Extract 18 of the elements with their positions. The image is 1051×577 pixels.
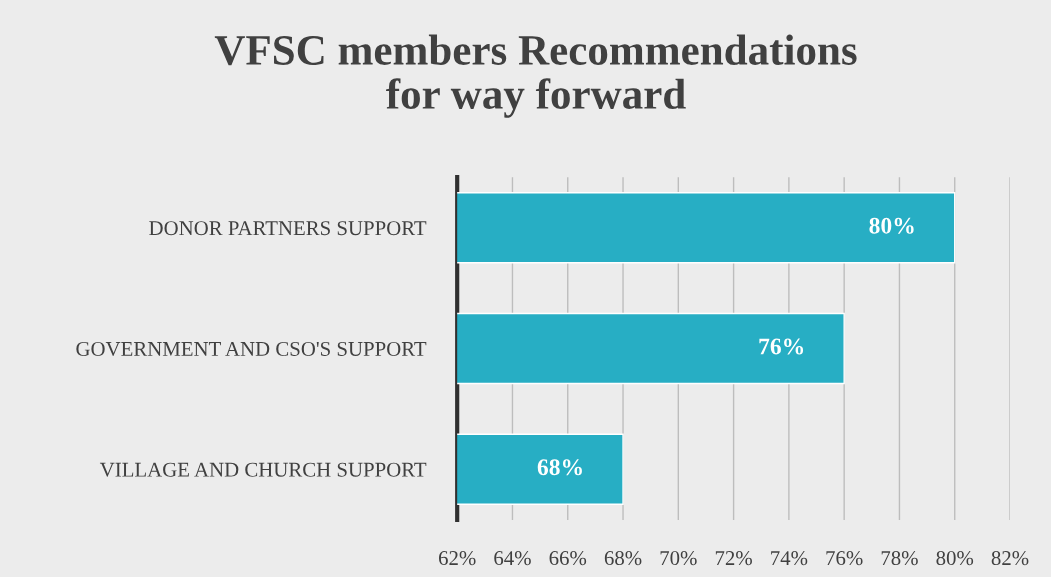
data-label: 68%	[537, 459, 582, 476]
x-tick-label: 80%	[936, 551, 974, 566]
x-tick-label: 62%	[438, 551, 476, 566]
x-tick-label: 66%	[549, 551, 587, 566]
y-tick-label: GOVERNMENT AND CSO'S SUPPORT	[76, 341, 427, 357]
y-tick-label: DONOR PARTNERS SUPPORT	[149, 221, 427, 236]
x-tick-label: 68%	[604, 551, 642, 566]
x-tick-label: 82%	[991, 551, 1029, 566]
x-tick-label: 78%	[881, 551, 918, 566]
y-tick-label: VILLAGE AND CHURCH SUPPORT	[99, 462, 427, 477]
x-tick-label: 64%	[494, 551, 531, 566]
x-tick-label: 74%	[771, 551, 808, 566]
x-tick-label: 70%	[660, 551, 697, 566]
data-label: 76%	[759, 338, 804, 355]
data-label: 80%	[869, 217, 914, 234]
chart-title: VFSC members Recommendations for way forward	[214, 34, 857, 118]
x-tick-label: 72%	[715, 551, 752, 566]
x-tick-label: 76%	[826, 551, 863, 566]
